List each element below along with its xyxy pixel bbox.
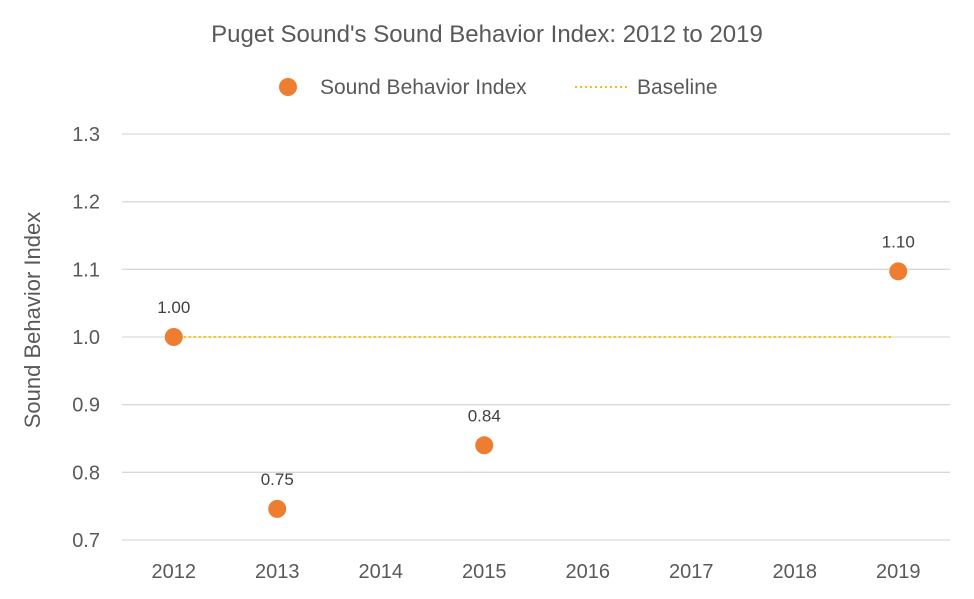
gridlines xyxy=(122,133,950,541)
y-tick-labels: 0.7 0.8 0.9 1.0 1.1 1.2 1.3 xyxy=(72,124,100,552)
x-tick-label: 2016 xyxy=(566,561,611,583)
data-point-2015 xyxy=(475,436,494,455)
y-axis-title: Sound Behavior Index xyxy=(20,212,45,429)
x-tick-label: 2012 xyxy=(152,561,197,583)
legend-label-sound-behavior-index: Sound Behavior Index xyxy=(320,76,527,99)
y-tick-label: 1.0 xyxy=(72,327,100,349)
x-tick-label: 2017 xyxy=(669,561,714,583)
data-label-2015: 0.84 xyxy=(468,406,501,425)
x-tick-label: 2019 xyxy=(876,561,921,583)
y-tick-label: 0.7 xyxy=(72,530,100,552)
legend-marker-sound-behavior-index xyxy=(279,78,297,96)
y-tick-label: 0.9 xyxy=(72,395,100,417)
legend: Sound Behavior Index Baseline xyxy=(279,76,718,99)
data-point-2012 xyxy=(164,328,183,346)
data-point-2019 xyxy=(889,262,908,281)
chart-title: Puget Sound's Sound Behavior Index: 2012… xyxy=(211,21,763,48)
x-tick-label: 2015 xyxy=(462,561,507,583)
index-series xyxy=(164,262,908,518)
x-tick-label: 2013 xyxy=(255,561,300,583)
y-tick-label: 1.2 xyxy=(72,192,100,214)
y-tick-label: 0.8 xyxy=(72,462,100,484)
data-label-2012: 1.00 xyxy=(157,298,190,317)
y-tick-label: 1.1 xyxy=(72,259,100,281)
x-tick-label: 2014 xyxy=(359,561,404,583)
y-tick-label: 1.3 xyxy=(72,124,100,146)
legend-label-baseline: Baseline xyxy=(637,76,718,99)
data-labels: 1.00 0.75 0.84 1.10 xyxy=(157,232,915,489)
x-tick-label: 2018 xyxy=(773,561,818,583)
x-tick-labels: 2012 2013 2014 2015 2016 2017 2018 2019 xyxy=(152,561,921,583)
data-point-2013 xyxy=(268,499,287,518)
data-label-2013: 0.75 xyxy=(261,470,294,489)
data-label-2019: 1.10 xyxy=(882,232,915,251)
